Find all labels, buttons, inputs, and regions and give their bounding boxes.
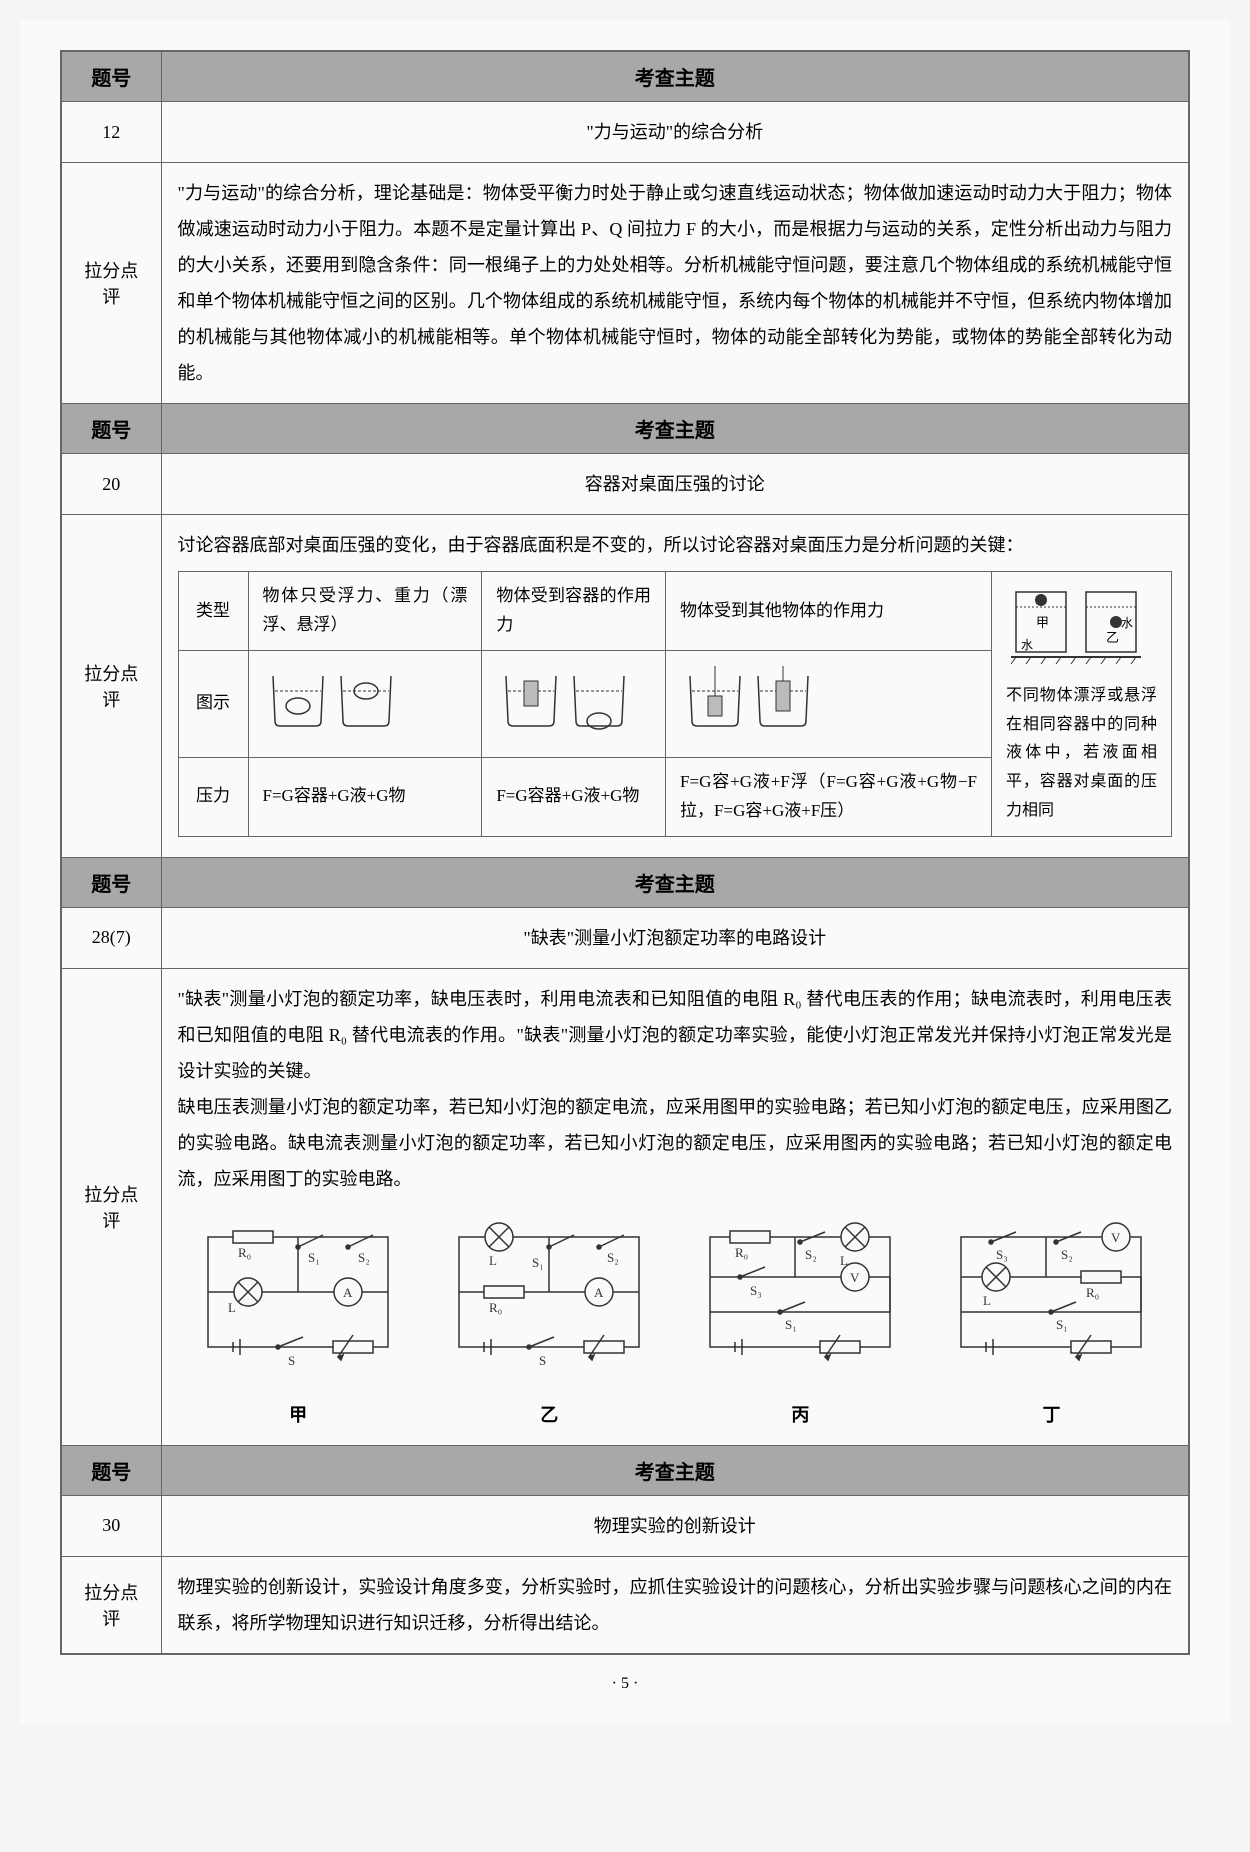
header-num-4: 题号 — [61, 1445, 161, 1495]
beaker-float-1 — [263, 661, 403, 736]
svg-text:A: A — [343, 1285, 353, 1300]
circuit-ding: S₃ S₂ V L R₀ — [931, 1217, 1172, 1433]
side-beaker-diagram: 甲 水 乙 水 — [1006, 582, 1146, 672]
header-num-3: 题号 — [61, 857, 161, 907]
svg-text:R₀: R₀ — [735, 1245, 748, 1260]
section3-content: "缺表"测量小灯泡的额定功率，缺电压表时，利用电流表和已知阻值的电阻 R₀ 替代… — [161, 968, 1189, 1445]
section4-comment-row: 拉分点评 物理实验的创新设计，实验设计角度多变，分析实验时，应抓住实验设计的问题… — [61, 1556, 1189, 1654]
svg-text:S: S — [288, 1353, 295, 1368]
header-topic-4: 考查主题 — [161, 1445, 1189, 1495]
svg-text:S₁: S₁ — [308, 1250, 320, 1265]
section2-num-row: 20 容器对桌面压强的讨论 — [61, 454, 1189, 515]
section3-p2: 缺电压表测量小灯泡的额定功率，若已知小灯泡的额定电流，应采用图甲的实验电路；若已… — [178, 1089, 1173, 1197]
inner-side-cell: 甲 水 乙 水 不同物体漂浮或悬浮在 — [992, 572, 1172, 837]
circuit-bing: R₀ S₂ L S₃ V — [680, 1217, 921, 1433]
main-table: 题号 考查主题 12 "力与运动"的综合分析 拉分点评 "力与运动"的综合分析，… — [60, 50, 1190, 1655]
section4-topic: 物理实验的创新设计 — [161, 1495, 1189, 1556]
header-topic-3: 考查主题 — [161, 857, 1189, 907]
svg-text:R₀: R₀ — [1086, 1285, 1099, 1300]
section1-comment-row: 拉分点评 "力与运动"的综合分析，理论基础是：物体受平衡力时处于静止或匀速直线运… — [61, 163, 1189, 404]
svg-text:S₂: S₂ — [358, 1250, 370, 1265]
svg-text:S₁: S₁ — [532, 1255, 544, 1270]
svg-text:甲: 甲 — [1036, 615, 1049, 630]
section4-comment-label: 拉分点评 — [61, 1556, 161, 1654]
section3-p1: "缺表"测量小灯泡的额定功率，缺电压表时，利用电流表和已知阻值的电阻 R₀ 替代… — [178, 981, 1173, 1089]
header-num-2: 题号 — [61, 404, 161, 454]
section1-num: 12 — [61, 102, 161, 163]
section1-topic: "力与运动"的综合分析 — [161, 102, 1189, 163]
beaker-contact — [496, 661, 636, 736]
inner-row1-c3: 物体受到其他物体的作用力 — [666, 572, 992, 651]
section3-comment-row: 拉分点评 "缺表"测量小灯泡的额定功率，缺电压表时，利用电流表和已知阻值的电阻 … — [61, 968, 1189, 1445]
inner-diagram-c1 — [248, 651, 482, 757]
section3-header: 题号 考查主题 — [61, 857, 1189, 907]
inner-row1-c2: 物体受到容器的作用力 — [482, 572, 666, 651]
inner-row3-c3: F=G容+G液+F浮（F=G容+G液+G物−F拉，F=G容+G液+F压） — [666, 757, 992, 836]
page-number: · 5 · — [60, 1675, 1190, 1693]
svg-text:水: 水 — [1121, 616, 1133, 630]
svg-text:A: A — [594, 1285, 604, 1300]
circuit-row: R₀ S₁ S₂ L — [178, 1217, 1173, 1433]
circuit-label-ding: 丁 — [931, 1397, 1172, 1433]
side-note-text: 不同物体漂浮或悬浮在相同容器中的同种液体中，若液面相平，容器对桌面的压力相同 — [1006, 682, 1157, 826]
svg-text:S₂: S₂ — [805, 1247, 817, 1262]
inner-row1-label: 类型 — [178, 572, 248, 651]
inner-diagram-c3 — [666, 651, 992, 757]
inner-row3-c2: F=G容器+G液+G物 — [482, 757, 666, 836]
circuit-label-bing: 丙 — [680, 1397, 921, 1433]
beaker-other — [680, 661, 820, 736]
svg-text:S₃: S₃ — [750, 1283, 762, 1298]
inner-table: 类型 物体只受浮力、重力（漂浮、悬浮） 物体受到容器的作用力 物体受到其他物体的… — [178, 571, 1173, 837]
svg-text:S₂: S₂ — [1061, 1247, 1073, 1262]
section2-comment-row: 拉分点评 讨论容器底部对桌面压强的变化，由于容器底面积是不变的，所以讨论容器对桌… — [61, 515, 1189, 858]
section4-num: 30 — [61, 1495, 161, 1556]
page-container: 题号 考查主题 12 "力与运动"的综合分析 拉分点评 "力与运动"的综合分析，… — [20, 20, 1230, 1723]
circuit-label-yi: 乙 — [429, 1397, 670, 1433]
section4-header: 题号 考查主题 — [61, 1445, 1189, 1495]
inner-diagram-c2 — [482, 651, 666, 757]
section3-num-row: 28(7) "缺表"测量小灯泡额定功率的电路设计 — [61, 907, 1189, 968]
svg-text:L: L — [489, 1253, 497, 1268]
section2-content: 讨论容器底部对桌面压强的变化，由于容器底面积是不变的，所以讨论容器对桌面压力是分… — [161, 515, 1189, 858]
svg-text:S₃: S₃ — [996, 1247, 1008, 1262]
svg-text:乙: 乙 — [1106, 630, 1119, 645]
inner-row3-label: 压力 — [178, 757, 248, 836]
header-topic-2: 考查主题 — [161, 404, 1189, 454]
header-topic: 考查主题 — [161, 51, 1189, 102]
section2-intro: 讨论容器底部对桌面压强的变化，由于容器底面积是不变的，所以讨论容器对桌面压力是分… — [178, 527, 1173, 563]
section1-comment: "力与运动"的综合分析，理论基础是：物体受平衡力时处于静止或匀速直线运动状态；物… — [161, 163, 1189, 404]
section1-header: 题号 考查主题 — [61, 51, 1189, 102]
inner-row3-c1: F=G容器+G液+G物 — [248, 757, 482, 836]
svg-text:水: 水 — [1021, 638, 1033, 652]
section2-topic: 容器对桌面压强的讨论 — [161, 454, 1189, 515]
section2-header: 题号 考查主题 — [61, 404, 1189, 454]
section3-num: 28(7) — [61, 907, 161, 968]
svg-text:L: L — [228, 1300, 236, 1315]
section2-num: 20 — [61, 454, 161, 515]
inner-row2-label: 图示 — [178, 651, 248, 757]
circuit-yi: L S₁ S₂ R₀ A — [429, 1217, 670, 1433]
svg-text:S₁: S₁ — [785, 1317, 797, 1332]
svg-text:V: V — [1111, 1230, 1121, 1245]
svg-text:R₀: R₀ — [238, 1245, 251, 1260]
section1-num-row: 12 "力与运动"的综合分析 — [61, 102, 1189, 163]
svg-text:S₂: S₂ — [607, 1250, 619, 1265]
circuit-label-jia: 甲 — [178, 1397, 419, 1433]
section2-comment-label: 拉分点评 — [61, 515, 161, 858]
svg-text:L: L — [983, 1293, 991, 1308]
section1-comment-label: 拉分点评 — [61, 163, 161, 404]
svg-text:S: S — [539, 1353, 546, 1368]
header-num: 题号 — [61, 51, 161, 102]
section4-num-row: 30 物理实验的创新设计 — [61, 1495, 1189, 1556]
section3-topic: "缺表"测量小灯泡额定功率的电路设计 — [161, 907, 1189, 968]
inner-row1-c1: 物体只受浮力、重力（漂浮、悬浮） — [248, 572, 482, 651]
svg-text:S₁: S₁ — [1056, 1317, 1068, 1332]
section3-comment-label: 拉分点评 — [61, 968, 161, 1445]
svg-text:R₀: R₀ — [489, 1300, 502, 1315]
svg-text:V: V — [850, 1270, 860, 1285]
section4-comment: 物理实验的创新设计，实验设计角度多变，分析实验时，应抓住实验设计的问题核心，分析… — [161, 1556, 1189, 1654]
circuit-jia: R₀ S₁ S₂ L — [178, 1217, 419, 1433]
